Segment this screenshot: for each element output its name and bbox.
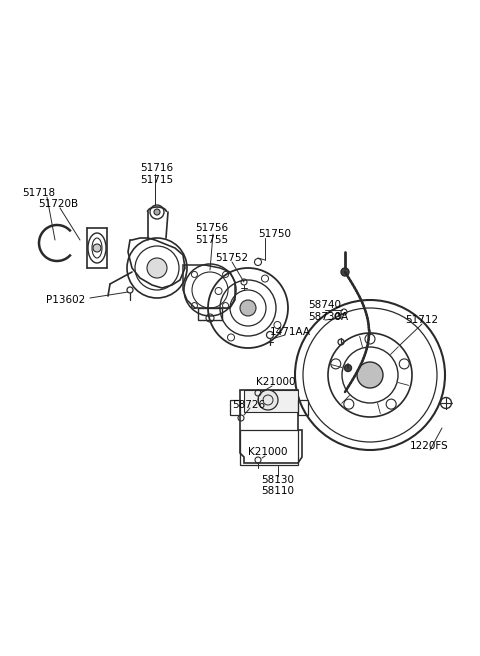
Text: 58740: 58740: [308, 300, 341, 310]
Circle shape: [147, 258, 167, 278]
Polygon shape: [244, 390, 298, 412]
Circle shape: [93, 244, 101, 252]
Text: K21000: K21000: [256, 377, 296, 387]
Text: 51720B: 51720B: [38, 199, 78, 209]
Text: P13602: P13602: [46, 295, 85, 305]
Text: 58730A: 58730A: [308, 312, 348, 322]
Circle shape: [258, 390, 278, 410]
Text: 51755: 51755: [195, 235, 228, 245]
Text: 51718: 51718: [22, 188, 55, 198]
Text: 51716: 51716: [140, 163, 173, 173]
Text: 51752: 51752: [215, 253, 248, 263]
Circle shape: [345, 365, 351, 371]
Circle shape: [341, 268, 349, 276]
Text: 58110: 58110: [262, 486, 295, 496]
Text: 51715: 51715: [140, 175, 173, 185]
Text: K21000: K21000: [248, 447, 288, 457]
Text: 1471AA: 1471AA: [270, 327, 311, 337]
Text: 58130: 58130: [262, 475, 295, 485]
Text: 51712: 51712: [405, 315, 438, 325]
Circle shape: [154, 209, 160, 215]
Text: 1220FS: 1220FS: [410, 441, 449, 451]
Text: 51750: 51750: [258, 229, 291, 239]
Text: 58726: 58726: [232, 400, 265, 410]
Circle shape: [240, 300, 256, 316]
Circle shape: [357, 362, 383, 388]
Text: 51756: 51756: [195, 223, 228, 233]
